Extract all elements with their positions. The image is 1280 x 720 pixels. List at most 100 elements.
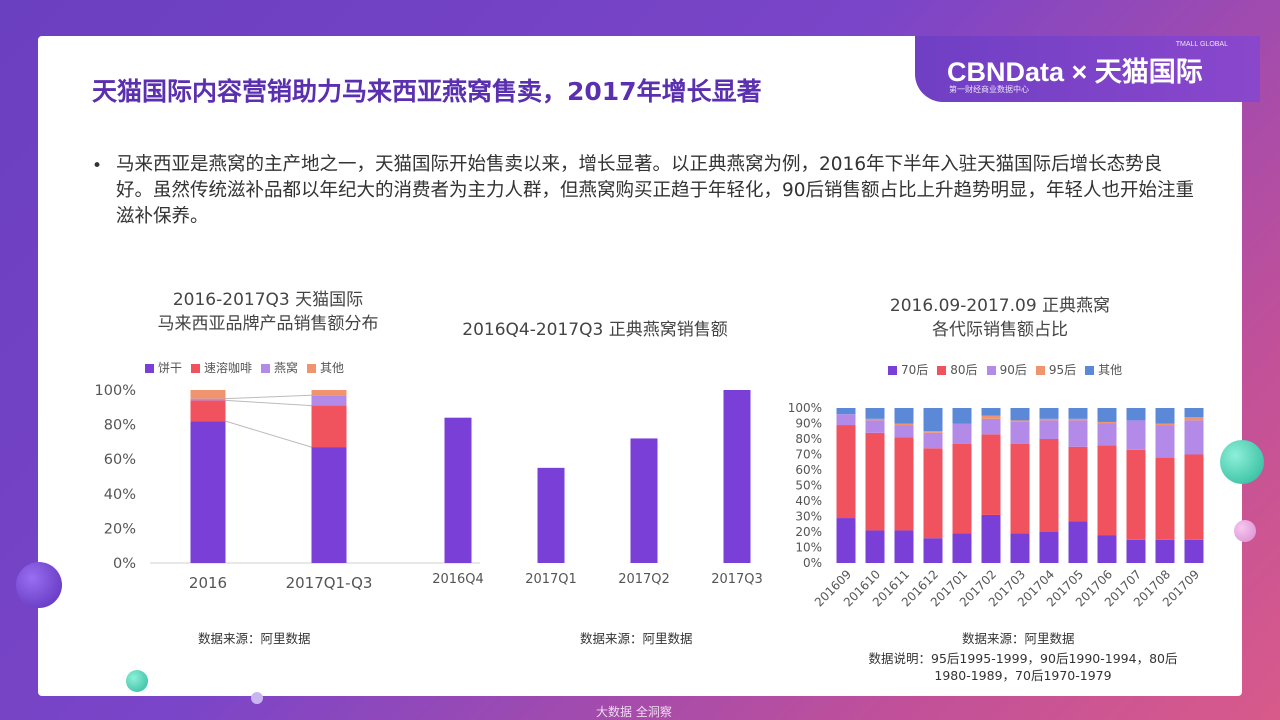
chart3-note: 数据说明：95后1995-1999，90后1990-1994，80后 1980-… (858, 650, 1188, 684)
chart3-bar-segment (1010, 443, 1030, 534)
chart1-legend-swatch (145, 364, 154, 373)
chart1-legend: 饼干 速溶咖啡 燕窝 其他 (145, 359, 353, 376)
decor-bubble-teal-small (126, 670, 148, 692)
brand-banner: CBNData × 天猫国际 TMALL GLOBAL 第一财经商业数据中心 (915, 36, 1260, 102)
chart2-bar (630, 438, 658, 563)
chart3-bar-segment (1010, 420, 1030, 422)
chart3-bar-segment (1097, 535, 1117, 563)
chart3-bar-segment (865, 420, 885, 433)
chart3-bar-segment (1126, 539, 1146, 563)
chart2-bar (723, 390, 751, 563)
chart1-source: 数据来源：阿里数据 (198, 631, 311, 646)
chart1-bar-segment (311, 395, 347, 406)
chart3-bar-segment (1010, 421, 1030, 444)
footer-watermark: 大数据 全洞察 (596, 705, 672, 719)
chart3-bar-segment (981, 415, 1001, 419)
chart3-legend-item: 90后 (986, 361, 1027, 378)
chart3-bar-segment (1184, 408, 1204, 418)
chart3-bar-segment (865, 530, 885, 563)
decor-bubble-purple (16, 562, 62, 608)
chart3-legend-label: 90后 (999, 363, 1027, 377)
chart3-bar-segment (923, 448, 943, 539)
chart3-svg: 0%10%20%30%40%50%60%70%80%90%100%2016092… (788, 401, 1204, 610)
chart3-bar-segment (836, 425, 856, 519)
chart2-xtick: 2016Q4 (432, 572, 484, 587)
chart1-xtick: 2016 (189, 574, 227, 592)
chart3-bar-segment (1155, 423, 1175, 426)
chart1-title-line1: 2016-2017Q3 天猫国际 (172, 290, 364, 310)
chart3-bar-segment (836, 414, 856, 426)
chart3-bar-segment (1097, 408, 1117, 422)
chart3-bar-segment (1155, 408, 1175, 424)
chart1-legend-swatch (307, 364, 317, 373)
chart3-bar-segment (1039, 439, 1059, 532)
chart3-bar-segment (1039, 420, 1059, 439)
chart3-bar-segment (1039, 408, 1059, 419)
chart3-bar-segment (1039, 532, 1059, 563)
chart3-ytick: 30% (795, 510, 822, 524)
chart3-bar-segment (1068, 420, 1088, 447)
chart3-legend-label: 70后 (901, 363, 929, 377)
chart3-legend-swatch (1035, 366, 1045, 375)
chart1-title: 2016-2017Q3 天猫国际 马来西亚品牌产品销售额分布 (118, 288, 418, 336)
chart1-bar-segment (190, 421, 226, 563)
chart1-connector-line (225, 394, 312, 400)
chart3-legend-item: 70后 (888, 361, 928, 378)
chart1-bar-segment (311, 390, 347, 396)
chart3-bar-segment (1068, 418, 1088, 421)
chart1-legend-swatch (191, 364, 201, 373)
chart3-bar-segment (1068, 408, 1088, 419)
chart1-legend-item: 饼干 (145, 359, 182, 376)
chart3-bar-segment (1097, 421, 1117, 424)
chart3-bar-segment (836, 408, 856, 415)
chart1-svg: 0% 20% 40% 60% 80% 100% 2016 2017Q1-Q3 (95, 383, 480, 592)
chart1-ytick: 40% (104, 487, 136, 503)
chart3-bar-segment (952, 423, 972, 444)
chart3-bar-segment (952, 443, 972, 534)
chart2-bar (444, 417, 472, 563)
decor-bubble-teal (1220, 440, 1264, 484)
chart3-legend: 70后 80后 90后 95后 其他 (888, 361, 1131, 378)
chart3-bar-segment (923, 431, 943, 433)
chart1-bar-segment (311, 447, 347, 563)
chart3-bar-segment (894, 437, 914, 531)
chart3-bar-segment (981, 434, 1001, 515)
chart3-title: 2016.09-2017.09 正典燕窝 各代际销售额占比 (860, 294, 1140, 342)
chart3-bar-segment (952, 533, 972, 563)
chart3-legend-swatch (1085, 366, 1095, 375)
decor-bubble-lavender (251, 692, 263, 704)
chart3-legend-item: 其他 (1085, 361, 1122, 378)
chart1-legend-item: 速溶咖啡 (191, 359, 252, 376)
brand-tmall-global: TMALL GLOBAL (1175, 41, 1228, 48)
chart3-bar-segment (1126, 408, 1146, 421)
chart1-ytick: 20% (104, 521, 136, 537)
chart3-bar-segment (894, 423, 914, 426)
chart3-ytick: 60% (795, 463, 822, 477)
chart3-bar-segment (923, 538, 943, 563)
chart3-ytick: 0% (803, 556, 822, 570)
chart3-bar-segment (865, 408, 885, 419)
chart3-legend-label: 其他 (1098, 363, 1123, 377)
chart3-legend-label: 80后 (950, 363, 978, 377)
chart3-bar-segment (865, 418, 885, 421)
chart3-bar-segment (1010, 408, 1030, 421)
chart3-bar-segment (1126, 449, 1146, 540)
chart2-title-line1: 2016Q4-2017Q3 正典燕窝销售额 (462, 320, 728, 340)
chart2-xtick: 2017Q3 (711, 572, 763, 587)
intro-paragraph: 马来西亚是燕窝的主产地之一，天猫国际开始售卖以来，增长显著。以正典燕窝为例，20… (116, 154, 1195, 227)
chart1-connector-line (225, 399, 312, 407)
chart3-bar-segment (894, 530, 914, 563)
chart3-bar-segment (836, 518, 856, 563)
chart1-bar-segment (190, 398, 226, 401)
chart3-ytick: 20% (795, 525, 822, 539)
chart3-bar-segment (1184, 454, 1204, 540)
chart3-note-line2: 1980-1989，70后1970-1979 (934, 668, 1112, 683)
chart1-legend-label: 燕窝 (274, 361, 299, 375)
chart3-bar-segment (1010, 533, 1030, 563)
chart3-bar-segment (1039, 418, 1059, 421)
chart1-bar-segment (190, 390, 226, 399)
chart1-ytick: 0% (113, 556, 136, 572)
chart3-bar-segment (894, 408, 914, 424)
chart2-svg: 2016Q4 2017Q1 2017Q2 2017Q3 (432, 390, 763, 587)
chart3-bar-segment (894, 425, 914, 438)
